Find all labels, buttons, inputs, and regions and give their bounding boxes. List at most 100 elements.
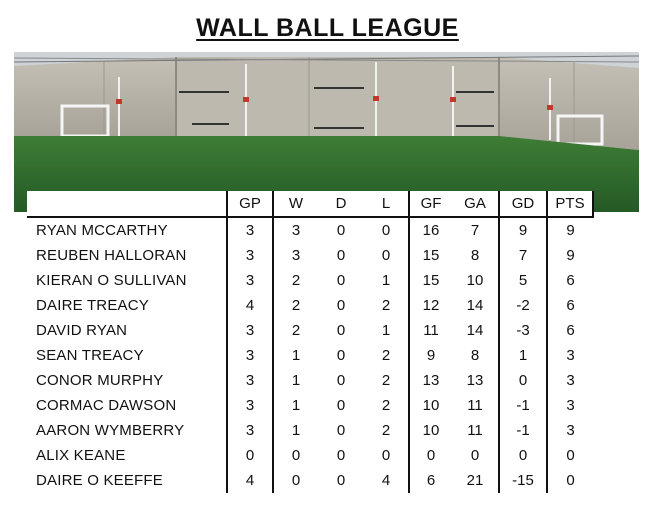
cell-d: 0: [336, 422, 346, 439]
player-name: DAIRE TREACY: [36, 297, 149, 314]
cell-pts: 6: [546, 268, 593, 293]
header-w: W: [272, 191, 318, 217]
cell-pts: 3: [546, 368, 593, 393]
cell-l: 0: [381, 222, 391, 239]
cell-pts: 3: [546, 418, 593, 443]
cell-ga: 11: [467, 397, 483, 414]
cell-w: 1: [272, 343, 318, 368]
cell-gd: -3: [498, 318, 547, 343]
cell-w: 0: [272, 443, 318, 468]
player-name: KIERAN O SULLIVAN: [36, 272, 187, 289]
player-name: DAVID RYAN: [36, 322, 128, 339]
cell-gp: 4: [226, 293, 273, 318]
cell-gp: 3: [226, 343, 273, 368]
cell-l: 2: [381, 297, 391, 314]
cell-gf: 10: [408, 418, 452, 443]
cell-l: 4: [381, 472, 391, 489]
cell-gf: 11: [408, 318, 452, 343]
table-row: RYAN MCCARTHY 3 3 0 0 16 7 9 9: [27, 217, 593, 243]
cell-ga: 0: [470, 447, 480, 464]
cell-d: 0: [336, 397, 346, 414]
cell-ga: 14: [466, 297, 484, 314]
cell-w: 1: [272, 368, 318, 393]
cell-gd: 9: [498, 217, 547, 243]
cell-d: 0: [336, 297, 346, 314]
cell-pts: 6: [546, 293, 593, 318]
cell-ga: 10: [466, 272, 484, 289]
header-ga: GA: [464, 195, 486, 212]
cell-gf: 0: [408, 443, 452, 468]
table-row: DAIRE O KEEFFE 4 0 0 4 6 21 -15 0: [27, 468, 593, 493]
cell-d: 0: [336, 247, 346, 264]
table-row: SEAN TREACY 3 1 0 2 9 8 1 3: [27, 343, 593, 368]
cell-w: 3: [272, 243, 318, 268]
cell-gf: 15: [408, 268, 452, 293]
cell-w: 1: [272, 418, 318, 443]
cell-d: 0: [336, 472, 346, 489]
cell-gd: 1: [498, 343, 547, 368]
player-name: AARON WYMBERRY: [36, 422, 185, 439]
cell-gd: 7: [498, 243, 547, 268]
cell-ga: 7: [470, 222, 480, 239]
table-row: CORMAC DAWSON 3 1 0 2 10 11 -1 3: [27, 393, 593, 418]
cell-pts: 6: [546, 318, 593, 343]
cell-d: 0: [336, 322, 346, 339]
cell-ga: 14: [466, 322, 484, 339]
cell-w: 2: [272, 268, 318, 293]
cell-w: 2: [272, 318, 318, 343]
cell-pts: 0: [546, 468, 593, 493]
cell-d: 0: [336, 222, 346, 239]
table-row: DAIRE TREACY 4 2 0 2 12 14 -2 6: [27, 293, 593, 318]
cell-gp: 3: [226, 393, 273, 418]
cell-gd: 5: [498, 268, 547, 293]
player-name: DAIRE O KEEFFE: [36, 472, 163, 489]
cell-d: 0: [336, 372, 346, 389]
player-name: ALIX KEANE: [36, 447, 126, 464]
table-row: CONOR MURPHY 3 1 0 2 13 13 0 3: [27, 368, 593, 393]
cell-d: 0: [336, 447, 346, 464]
cell-l: 2: [381, 397, 391, 414]
cell-gf: 12: [408, 293, 452, 318]
table-row: KIERAN O SULLIVAN 3 2 0 1 15 10 5 6: [27, 268, 593, 293]
cell-pts: 0: [546, 443, 593, 468]
header-pts: PTS: [546, 191, 594, 217]
cell-l: 2: [381, 347, 391, 364]
page-title: WALL BALL LEAGUE: [196, 14, 459, 42]
cell-gp: 3: [226, 243, 273, 268]
cell-gd: -2: [498, 293, 547, 318]
cell-gp: 3: [226, 318, 273, 343]
cell-gp: 3: [226, 268, 273, 293]
cell-pts: 3: [546, 393, 593, 418]
cell-ga: 8: [470, 347, 480, 364]
cell-d: 0: [336, 272, 346, 289]
header-name-blank: [27, 191, 227, 217]
cell-gp: 3: [226, 368, 273, 393]
cell-gf: 13: [408, 368, 452, 393]
wall-ball-court-photo: [14, 52, 639, 212]
cell-gf: 9: [408, 343, 452, 368]
table-row: ALIX KEANE 0 0 0 0 0 0 0 0: [27, 443, 593, 468]
player-name: CORMAC DAWSON: [36, 397, 177, 414]
cell-ga: 13: [466, 372, 484, 389]
cell-gd: 0: [498, 443, 547, 468]
cell-l: 1: [381, 322, 391, 339]
cell-ga: 11: [467, 422, 483, 439]
player-name: SEAN TREACY: [36, 347, 144, 364]
player-name: RYAN MCCARTHY: [36, 222, 168, 239]
cell-l: 0: [381, 247, 391, 264]
cell-l: 1: [381, 272, 391, 289]
player-name: REUBEN HALLORAN: [36, 247, 187, 264]
court-photo: [14, 52, 639, 212]
cell-pts: 9: [546, 217, 593, 243]
cell-ga: 21: [466, 472, 484, 489]
table-row: REUBEN HALLORAN 3 3 0 0 15 8 7 9: [27, 243, 593, 268]
cell-gd: -15: [498, 468, 547, 493]
cell-gf: 10: [408, 393, 452, 418]
cell-gp: 0: [226, 443, 273, 468]
cell-gd: 0: [498, 368, 547, 393]
table-row: AARON WYMBERRY 3 1 0 2 10 11 -1 3: [27, 418, 593, 443]
cell-gd: -1: [498, 393, 547, 418]
table-header-row: GP W D L GF GA GD PTS: [27, 191, 594, 217]
cell-l: 0: [381, 447, 391, 464]
cell-gd: -1: [498, 418, 547, 443]
